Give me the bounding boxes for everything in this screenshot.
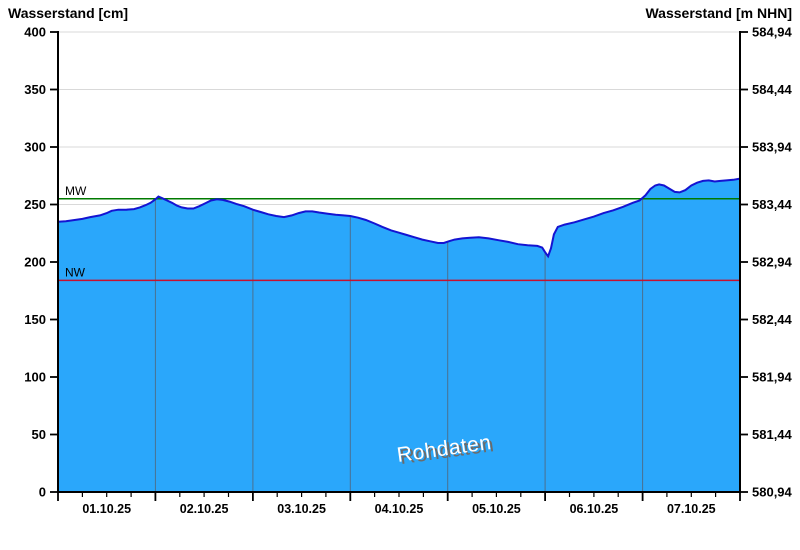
x-tick-label: 03.10.25 [277, 502, 326, 516]
left-axis-title: Wasserstand [cm] [8, 5, 129, 21]
x-tick-label: 06.10.25 [570, 502, 619, 516]
left-tick-label: 100 [24, 370, 46, 385]
nw-label: NW [65, 265, 86, 279]
left-tick-label: 300 [24, 140, 46, 155]
x-tick-label: 01.10.25 [82, 502, 131, 516]
left-tick-label: 400 [24, 25, 46, 40]
left-tick-label: 50 [32, 427, 46, 442]
water-level-curve [57, 177, 741, 259]
right-axis-title: Wasserstand [m NHN] [645, 5, 792, 21]
left-tick-label: 250 [24, 197, 46, 212]
x-tick-label: 05.10.25 [472, 502, 521, 516]
right-tick-label: 584,94 [752, 25, 793, 40]
right-tick-label: 582,94 [752, 255, 793, 270]
left-tick-label: 200 [24, 255, 46, 270]
right-tick-label: 582,44 [752, 312, 793, 327]
left-tick-label: 150 [24, 312, 46, 327]
right-tick-label: 584,44 [752, 82, 793, 97]
right-tick-label: 583,94 [752, 140, 793, 155]
x-tick-label: 07.10.25 [667, 502, 716, 516]
x-tick-label: 02.10.25 [180, 502, 229, 516]
right-tick-label: 580,94 [752, 485, 793, 500]
water-level-area [58, 178, 740, 492]
left-tick-label: 0 [39, 485, 46, 500]
right-tick-label: 583,44 [752, 197, 793, 212]
left-tick-label: 350 [24, 82, 46, 97]
x-tick-label: 04.10.25 [375, 502, 424, 516]
right-tick-label: 581,44 [752, 427, 793, 442]
mw-label: MW [65, 184, 87, 198]
right-tick-label: 581,94 [752, 370, 793, 385]
